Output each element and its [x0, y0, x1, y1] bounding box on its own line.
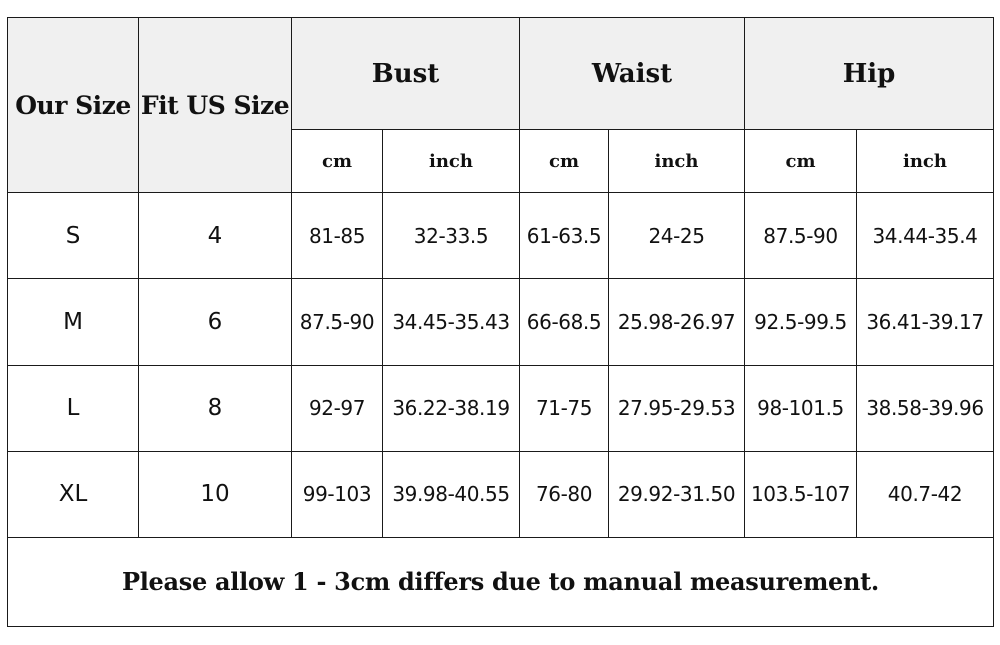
bust-inch-cell: 36.22-38.19	[382, 364, 520, 452]
header-our-size: Our Size	[7, 16, 139, 194]
hip-inch-cell: 34.44-35.4	[856, 192, 994, 280]
waist-inch-cell: 24-25	[608, 192, 745, 280]
us-size-cell: 6	[138, 278, 292, 366]
waist-inch-cell: 29.92-31.50	[608, 450, 745, 538]
bust-cm-cell: 99-103	[291, 450, 383, 538]
us-size-cell: 4	[138, 192, 292, 280]
unit-hip-cm: cm	[744, 129, 857, 194]
note-row: Please allow 1 - 3cm differs due to manu…	[7, 536, 994, 628]
us-size-cell: 8	[138, 364, 292, 452]
header-fit-us-size: Fit US Size	[138, 16, 292, 194]
table-row: S 4 81-85 32-33.5 61-63.5 24-25 87.5-90 …	[7, 192, 994, 280]
hip-inch-cell: 40.7-42	[856, 450, 994, 538]
bust-cm-cell: 87.5-90	[291, 278, 383, 366]
waist-cm-cell: 61-63.5	[519, 192, 609, 280]
bust-inch-cell: 32-33.5	[382, 192, 520, 280]
unit-waist-cm: cm	[519, 129, 609, 194]
size-table: Our Size Fit US Size Bust Waist Hip cm i…	[7, 16, 994, 628]
bust-cm-cell: 81-85	[291, 192, 383, 280]
header-bust: Bust	[291, 16, 520, 131]
waist-inch-cell: 27.95-29.53	[608, 364, 745, 452]
header-waist: Waist	[519, 16, 745, 131]
bust-inch-cell: 39.98-40.55	[382, 450, 520, 538]
us-size-cell: 10	[138, 450, 292, 538]
bust-inch-cell: 34.45-35.43	[382, 278, 520, 366]
header-group-row: Our Size Fit US Size Bust Waist Hip	[7, 16, 994, 194]
unit-bust-cm: cm	[291, 129, 383, 194]
bust-cm-cell: 92-97	[291, 364, 383, 452]
measurement-note: Please allow 1 - 3cm differs due to manu…	[7, 536, 994, 628]
waist-cm-cell: 66-68.5	[519, 278, 609, 366]
our-size-cell: XL	[7, 450, 139, 538]
hip-cm-cell: 98-101.5	[744, 364, 857, 452]
header-hip: Hip	[744, 16, 994, 131]
hip-inch-cell: 36.41-39.17	[856, 278, 994, 366]
table-row: L 8 92-97 36.22-38.19 71-75 27.95-29.53 …	[7, 364, 994, 452]
table-row: M 6 87.5-90 34.45-35.43 66-68.5 25.98-26…	[7, 278, 994, 366]
hip-cm-cell: 92.5-99.5	[744, 278, 857, 366]
unit-bust-inch: inch	[382, 129, 520, 194]
table-row: XL 10 99-103 39.98-40.55 76-80 29.92-31.…	[7, 450, 994, 538]
our-size-cell: S	[7, 192, 139, 280]
size-chart: Our Size Fit US Size Bust Waist Hip cm i…	[7, 16, 994, 628]
waist-inch-cell: 25.98-26.97	[608, 278, 745, 366]
unit-hip-inch: inch	[856, 129, 994, 194]
hip-cm-cell: 87.5-90	[744, 192, 857, 280]
waist-cm-cell: 76-80	[519, 450, 609, 538]
hip-inch-cell: 38.58-39.96	[856, 364, 994, 452]
hip-cm-cell: 103.5-107	[744, 450, 857, 538]
our-size-cell: L	[7, 364, 139, 452]
waist-cm-cell: 71-75	[519, 364, 609, 452]
our-size-cell: M	[7, 278, 139, 366]
unit-waist-inch: inch	[608, 129, 745, 194]
header-unit-row: cm inch cm inch cm inch	[8, 129, 994, 194]
